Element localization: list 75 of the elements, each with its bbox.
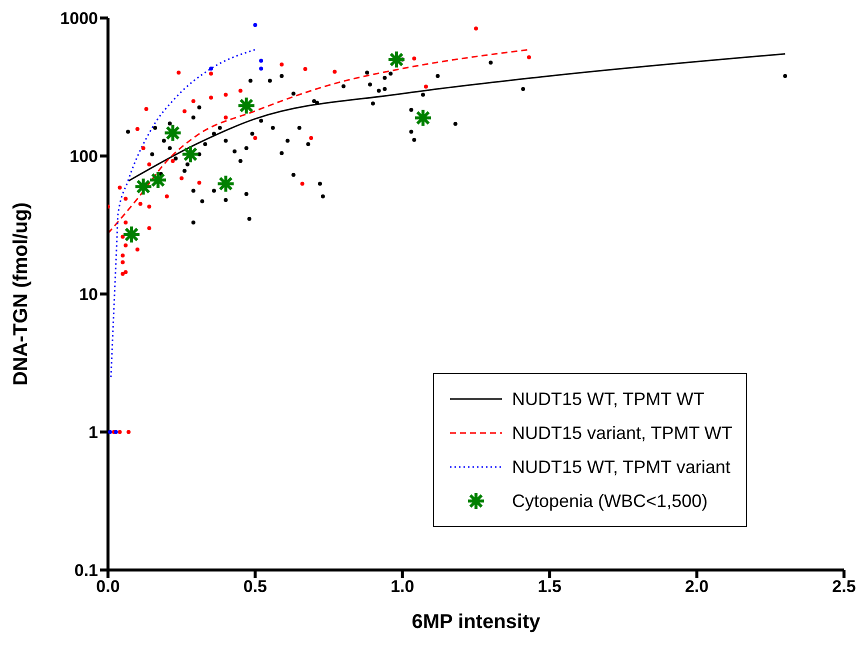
point bbox=[191, 99, 196, 104]
point bbox=[238, 88, 242, 93]
y-tick-label: 10 bbox=[79, 285, 98, 304]
point bbox=[280, 62, 284, 67]
point bbox=[412, 56, 416, 60]
point bbox=[147, 204, 152, 209]
point bbox=[138, 202, 142, 206]
point bbox=[176, 70, 181, 75]
point bbox=[134, 177, 153, 196]
point bbox=[253, 136, 258, 140]
point bbox=[474, 26, 478, 30]
point bbox=[300, 182, 304, 186]
y-tick-label: 1 bbox=[88, 423, 98, 442]
point bbox=[118, 430, 122, 434]
x-tick-label: 1.5 bbox=[538, 577, 562, 596]
point bbox=[141, 146, 146, 150]
point bbox=[124, 243, 128, 248]
point bbox=[259, 66, 264, 71]
point bbox=[387, 50, 406, 70]
x-tick-label: 2.0 bbox=[684, 577, 709, 596]
point bbox=[414, 108, 433, 128]
point bbox=[236, 96, 256, 116]
point bbox=[135, 126, 140, 131]
point bbox=[170, 158, 175, 163]
y-tick-label: 0.1 bbox=[74, 561, 98, 580]
point bbox=[147, 162, 152, 166]
point bbox=[303, 67, 308, 71]
point bbox=[209, 72, 214, 76]
point bbox=[120, 272, 125, 276]
point bbox=[164, 194, 169, 198]
legend-label: Cytopenia (WBC<1,500) bbox=[512, 490, 708, 512]
x-axis-title: 6MP intensity bbox=[412, 611, 542, 633]
point bbox=[309, 136, 314, 140]
point bbox=[182, 109, 187, 114]
point bbox=[120, 254, 125, 258]
point bbox=[332, 70, 337, 74]
point bbox=[180, 176, 184, 180]
line-series bbox=[108, 48, 530, 234]
line-series bbox=[110, 48, 256, 378]
point bbox=[163, 123, 182, 142]
point bbox=[424, 84, 428, 89]
x-tick-label: 2.5 bbox=[832, 577, 856, 596]
legend-label: NUDT15 WT, TPMT variant bbox=[512, 456, 730, 478]
point bbox=[209, 96, 214, 100]
legend-label: NUDT15 variant, TPMT WT bbox=[512, 422, 732, 444]
point bbox=[209, 66, 214, 71]
point bbox=[526, 55, 531, 60]
point bbox=[144, 107, 148, 112]
point bbox=[197, 180, 202, 185]
point bbox=[180, 144, 200, 164]
point bbox=[148, 170, 168, 190]
point bbox=[120, 234, 125, 239]
point bbox=[124, 196, 128, 201]
point bbox=[122, 224, 142, 244]
point bbox=[124, 220, 128, 224]
y-axis-title: DNA-TGN (fmol/ug) bbox=[10, 202, 32, 386]
point bbox=[126, 430, 131, 434]
y-tick-label: 1000 bbox=[60, 9, 98, 28]
legend-label: NUDT15 WT, TPMT WT bbox=[512, 388, 704, 410]
y-tick-label: 100 bbox=[70, 147, 98, 166]
x-tick-label: 1.0 bbox=[390, 577, 414, 596]
point bbox=[253, 22, 258, 27]
point bbox=[259, 58, 264, 63]
point bbox=[224, 92, 228, 97]
point bbox=[135, 248, 140, 252]
point bbox=[216, 174, 236, 194]
point bbox=[147, 226, 152, 230]
point bbox=[120, 260, 125, 264]
point bbox=[224, 116, 228, 120]
point bbox=[108, 430, 112, 434]
point bbox=[118, 186, 122, 190]
line-series bbox=[128, 53, 786, 182]
point bbox=[124, 270, 128, 274]
x-tick-label: 0.5 bbox=[243, 577, 268, 596]
x-tick-label: 0.0 bbox=[96, 577, 120, 596]
